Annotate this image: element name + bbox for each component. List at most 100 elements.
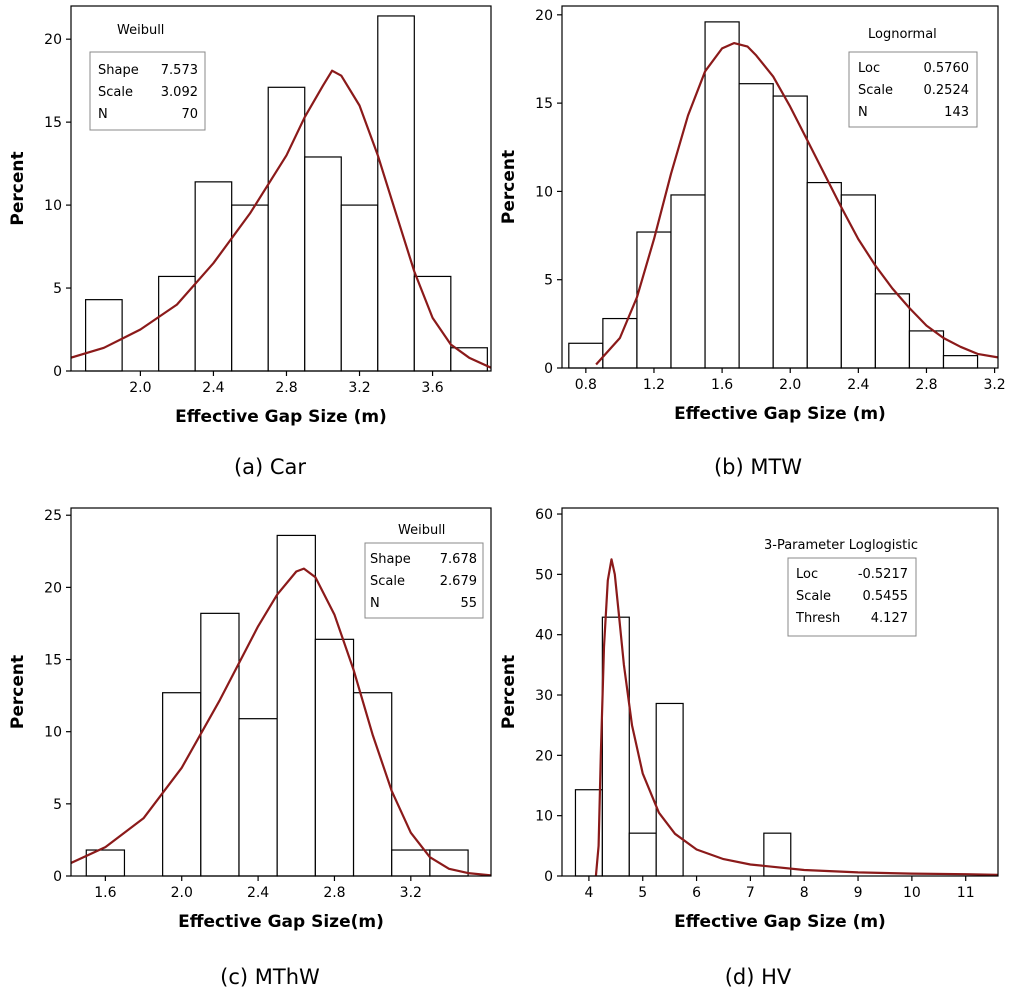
legend-param-label: Scale (370, 574, 405, 589)
x-tick-label: 2.8 (915, 377, 937, 393)
y-axis-label: Percent (8, 151, 28, 225)
legend-param-value: 4.127 (871, 611, 908, 626)
y-tick-label: 15 (44, 653, 62, 669)
legend-param-label: Shape (98, 63, 139, 78)
x-tick-label: 7 (746, 885, 755, 901)
y-tick-label: 40 (535, 628, 553, 644)
x-tick-label: 1.6 (94, 885, 116, 901)
legend-param-value: 143 (944, 105, 969, 120)
x-tick-label: 6 (692, 885, 701, 901)
y-tick-label: 5 (544, 273, 553, 289)
legend-param-label: Scale (796, 589, 831, 604)
legend-param-label: N (858, 105, 868, 120)
legend-param-label: Loc (858, 61, 880, 76)
x-axis-label: Effective Gap Size(m) (178, 912, 384, 932)
x-tick-label: 2.4 (847, 377, 869, 393)
legend-param-value: 0.5455 (863, 589, 909, 604)
legend-param-label: N (98, 107, 108, 122)
x-tick-label: 3.6 (421, 380, 443, 396)
legend-box (89, 51, 206, 131)
legend-param-value: 3.092 (161, 85, 198, 100)
panel-caption: (b) MTW (714, 455, 802, 479)
histogram-bar (602, 317, 638, 369)
legend-box (787, 557, 917, 637)
x-tick-label: 8 (800, 885, 809, 901)
legend-param-label: Scale (858, 83, 893, 98)
fitted-curve (595, 41, 998, 366)
fitted-curve (594, 558, 998, 876)
histogram-bar (655, 702, 684, 877)
chart-panel-4: 4 5 6 7 8 9 10 11 0 10 20 30 40 50 60 Effective Gap Siz… (499, 507, 999, 989)
histogram-bar (908, 330, 945, 369)
histogram-bar (738, 83, 774, 369)
chart-panel-3: 1.6 2.0 2.4 2.8 3.2 0 5 10 15 20 25 Effective Gap S… (8, 507, 492, 989)
legend-title: Lognormal (868, 27, 937, 42)
histogram-bar (413, 275, 452, 372)
histogram-bar (763, 832, 792, 877)
legend-box (364, 542, 484, 619)
y-tick-label: 15 (535, 96, 553, 112)
histogram-bar (670, 194, 706, 369)
x-axis-label: Effective Gap Size (m) (674, 404, 886, 424)
y-tick-label: 20 (44, 580, 62, 596)
histogram-bar (85, 299, 123, 372)
legend-box (848, 51, 978, 128)
y-tick-label: 0 (544, 869, 553, 885)
x-tick-label: 2.4 (247, 885, 269, 901)
histogram-bar (628, 832, 657, 877)
histogram-bar (391, 849, 431, 877)
y-tick-label: 30 (535, 688, 553, 704)
x-tick-label: 0.8 (575, 377, 597, 393)
y-tick-label: 20 (535, 748, 553, 764)
x-axis-label: Effective Gap Size (m) (175, 407, 387, 427)
legend-param-label: Thresh (795, 611, 840, 626)
plot-frame (561, 5, 999, 369)
y-tick-label: 0 (544, 361, 553, 377)
y-tick-label: 10 (535, 809, 553, 825)
y-axis-label: Percent (8, 655, 28, 729)
x-tick-label: 4 (584, 885, 593, 901)
legend-param-value: 7.678 (440, 552, 477, 567)
histogram-bar (85, 849, 126, 877)
legend-param-label: N (370, 596, 380, 611)
legend-param-value: 7.573 (161, 63, 198, 78)
histogram-bar (304, 156, 342, 372)
x-tick-label: 2.0 (779, 377, 801, 393)
histogram-bar (704, 21, 740, 369)
y-tick-label: 0 (53, 364, 62, 380)
plot-frame (561, 507, 999, 877)
histogram-bar (772, 95, 808, 369)
plot-frame (70, 5, 492, 372)
x-tick-label: 1.2 (643, 377, 665, 393)
y-tick-label: 50 (535, 567, 553, 583)
legend-param-value: 2.679 (440, 574, 477, 589)
y-tick-label: 60 (535, 507, 553, 523)
histogram-bar (377, 15, 415, 372)
y-tick-label: 25 (44, 508, 62, 524)
x-tick-label: 2.0 (171, 885, 193, 901)
y-tick-label: 5 (53, 797, 62, 813)
x-axis-label: Effective Gap Size (m) (674, 912, 886, 932)
histogram-bar (238, 718, 278, 877)
histogram-bar (231, 204, 269, 372)
y-tick-label: 15 (44, 115, 62, 131)
y-axis-label: Percent (499, 150, 519, 224)
y-tick-label: 10 (44, 198, 62, 214)
histogram-bar (568, 342, 604, 369)
legend-param-label: Scale (98, 85, 133, 100)
legend-param-value: -0.5217 (858, 567, 908, 582)
histogram-bar (636, 231, 672, 369)
fitted-curve (71, 567, 491, 876)
histogram-bar (601, 616, 630, 877)
y-axis-label: Percent (499, 655, 519, 729)
y-tick-label: 10 (44, 725, 62, 741)
x-tick-label: 2.0 (129, 380, 151, 396)
histogram-bar (352, 692, 393, 877)
panel-caption: (d) HV (725, 965, 792, 989)
legend-title: Weibull (117, 23, 164, 38)
x-tick-label: 9 (854, 885, 863, 901)
legend-param-value: 0.2524 (924, 83, 970, 98)
histogram-bar (340, 204, 379, 372)
histogram-bar (314, 638, 355, 877)
